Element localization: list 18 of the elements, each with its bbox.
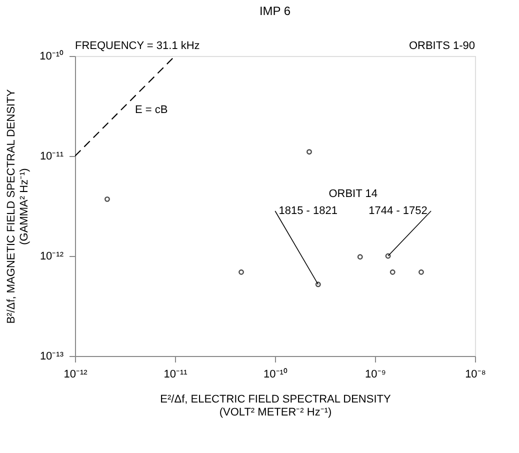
text: ORBITS 1-90 — [408, 40, 475, 52]
y-axis-title: B²/Δf, MAGNETIC FIELD SPECTRAL DENSITY (GAMMA² Hz⁻¹) — [6, 88, 31, 324]
y-tick-label: 10⁻¹² — [40, 250, 64, 262]
x-tick-label: 10⁻¹¹ — [164, 368, 188, 380]
x-tick-label: 10⁻¹⁰ — [264, 368, 288, 380]
annotation: 1744 - 1752 — [368, 205, 428, 217]
y-tick-label: 10⁻¹³ — [40, 350, 64, 362]
annotation: 1815 - 1821 — [278, 205, 338, 217]
x-tick-label: 10⁻⁹ — [365, 368, 386, 380]
x-tick-label: 10⁻⁸ — [465, 368, 486, 380]
series-label: E = cB — [135, 104, 168, 116]
text: FREQUENCY = 31.1 kHz — [75, 40, 200, 52]
chart-title: IMP 6 — [259, 4, 291, 18]
y-tick-label: 10⁻¹⁰ — [40, 50, 64, 62]
x-axis-title: E²/Δf, ELECTRIC FIELD SPECTRAL DENSITY (VOLT² METER⁻² Hz⁻¹) — [160, 394, 392, 418]
y-tick-label: 10⁻¹¹ — [40, 150, 64, 162]
x-tick-label: 10⁻¹² — [64, 368, 88, 380]
annotation: ORBIT 14 — [328, 188, 378, 200]
